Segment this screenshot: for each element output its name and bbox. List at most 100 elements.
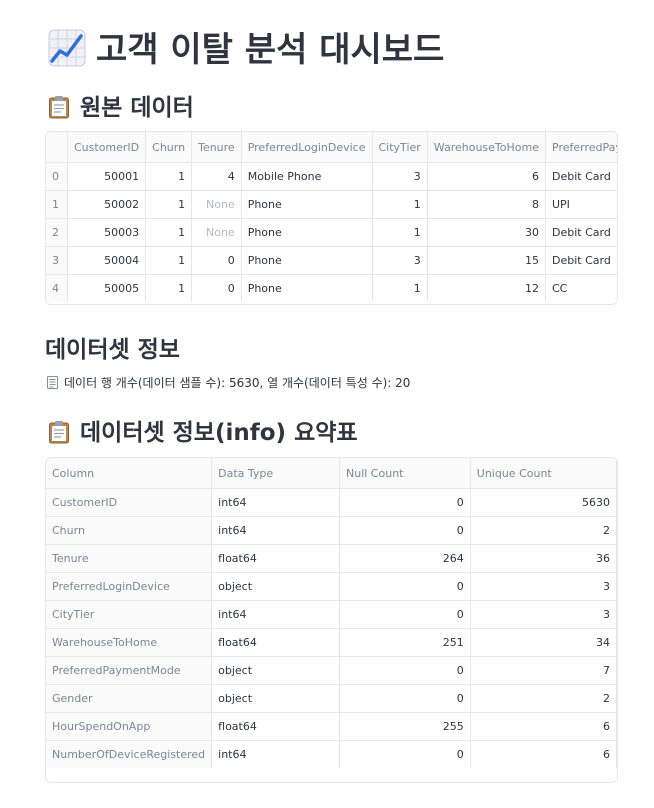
table-cell[interactable]: 0 <box>339 684 471 713</box>
row-header[interactable]: NumberOfDeviceRegistered <box>46 740 213 768</box>
table-cell[interactable]: 2 <box>470 684 617 713</box>
table-cell[interactable]: 0 <box>191 274 242 302</box>
column-header[interactable]: Unique Count <box>470 458 617 489</box>
column-header[interactable]: Data Type <box>211 458 340 489</box>
table-cell[interactable]: 0 <box>339 572 471 601</box>
table-cell[interactable]: Mobile Phone <box>241 162 373 191</box>
table-cell[interactable]: int64 <box>211 488 340 517</box>
table-cell[interactable]: 3 <box>470 600 617 629</box>
table-cell[interactable]: 1 <box>372 190 428 219</box>
table-cell[interactable]: 6 <box>470 740 617 768</box>
table-row: 1 50002 1 None Phone 1 8 UPI <box>46 190 617 219</box>
row-header[interactable]: Churn <box>46 516 213 545</box>
table-cell[interactable]: 50005 <box>67 274 147 302</box>
row-header[interactable]: WarehouseToHome <box>46 628 213 657</box>
row-index[interactable]: 0 <box>46 162 68 191</box>
table-header-row: CustomerID Churn Tenure PreferredLoginDe… <box>46 132 617 163</box>
table-cell[interactable]: 255 <box>339 712 471 741</box>
table-cell[interactable]: float64 <box>211 544 340 573</box>
table-cell[interactable]: CC <box>545 274 617 302</box>
table-cell[interactable]: Phone <box>241 218 373 247</box>
row-header[interactable]: HourSpendOnApp <box>46 712 213 741</box>
column-header[interactable]: Column <box>46 458 213 489</box>
table-cell[interactable]: 50003 <box>67 218 147 247</box>
table-cell[interactable]: Debit Card <box>545 246 617 275</box>
table-cell[interactable]: 264 <box>339 544 471 573</box>
table-cell[interactable]: 50004 <box>67 246 147 275</box>
table-cell[interactable]: 3 <box>470 572 617 601</box>
column-header[interactable]: Churn <box>145 132 193 163</box>
table-cell[interactable]: object <box>211 656 340 685</box>
raw-data-heading: 원본 데이터 <box>48 88 194 122</box>
table-row: HourSpendOnApp float64 255 6 <box>46 712 617 741</box>
table-cell[interactable]: 1 <box>145 274 193 302</box>
column-header[interactable]: Tenure <box>191 132 242 163</box>
table-cell[interactable]: Phone <box>241 246 373 275</box>
table-cell[interactable]: 1 <box>372 218 428 247</box>
table-cell[interactable]: 50001 <box>67 162 147 191</box>
table-cell[interactable]: 5630 <box>470 488 617 517</box>
table-cell[interactable]: 0 <box>339 740 471 768</box>
table-cell[interactable]: None <box>191 218 242 247</box>
table-cell[interactable]: int64 <box>211 740 340 768</box>
table-cell[interactable]: 0 <box>339 516 471 545</box>
row-index[interactable]: 2 <box>46 218 68 247</box>
table-cell[interactable]: 1 <box>145 218 193 247</box>
row-header[interactable]: Tenure <box>46 544 213 573</box>
table-cell[interactable]: 36 <box>470 544 617 573</box>
column-header[interactable]: Null Count <box>339 458 471 489</box>
table-cell[interactable]: 1 <box>145 190 193 219</box>
table-cell[interactable]: 3 <box>372 246 428 275</box>
table-cell[interactable]: int64 <box>211 516 340 545</box>
table-cell[interactable]: 1 <box>145 246 193 275</box>
table-cell[interactable]: 8 <box>427 190 547 219</box>
row-header[interactable]: CustomerID <box>46 488 213 517</box>
info-summary-table[interactable]: Column Data Type Null Count Unique Count… <box>45 457 618 783</box>
table-cell[interactable]: 15 <box>427 246 547 275</box>
column-header[interactable]: WarehouseToHome <box>427 132 547 163</box>
row-header[interactable]: CityTier <box>46 600 213 629</box>
table-cell[interactable]: 1 <box>145 162 193 191</box>
column-header[interactable]: CityTier <box>372 132 428 163</box>
table-cell[interactable]: float64 <box>211 628 340 657</box>
table-cell[interactable]: 0 <box>339 600 471 629</box>
table-cell[interactable]: object <box>211 572 340 601</box>
column-header[interactable]: CustomerID <box>67 132 147 163</box>
table-cell[interactable]: 4 <box>191 162 242 191</box>
table-cell[interactable]: int64 <box>211 600 340 629</box>
table-cell[interactable]: 34 <box>470 628 617 657</box>
table-cell[interactable]: Phone <box>241 190 373 219</box>
table-cell[interactable]: 7 <box>470 656 617 685</box>
column-header[interactable]: PreferredLoginDevice <box>241 132 373 163</box>
table-cell[interactable]: 6 <box>427 162 547 191</box>
table-cell[interactable]: Debit Card <box>545 162 617 191</box>
table-cell[interactable]: 2 <box>470 516 617 545</box>
table-cell[interactable]: 50002 <box>67 190 147 219</box>
table-cell[interactable]: 0 <box>339 656 471 685</box>
page-title-text: 고객 이탈 분석 대시보드 <box>96 30 445 70</box>
table-row: NumberOfDeviceRegistered int64 0 6 <box>46 740 617 768</box>
row-header[interactable]: Gender <box>46 684 213 713</box>
table-cell[interactable]: 251 <box>339 628 471 657</box>
row-index[interactable]: 4 <box>46 274 68 302</box>
row-index[interactable]: 1 <box>46 190 68 219</box>
table-cell[interactable]: 0 <box>191 246 242 275</box>
column-header[interactable]: PreferredPaymentMode <box>545 132 617 163</box>
table-cell[interactable]: None <box>191 190 242 219</box>
table-cell[interactable]: Phone <box>241 274 373 302</box>
row-index[interactable]: 3 <box>46 246 68 275</box>
table-cell[interactable]: 30 <box>427 218 547 247</box>
column-header[interactable] <box>46 132 68 163</box>
table-cell[interactable]: Debit Card <box>545 218 617 247</box>
table-cell[interactable]: float64 <box>211 712 340 741</box>
row-header[interactable]: PreferredLoginDevice <box>46 572 213 601</box>
table-cell[interactable]: 12 <box>427 274 547 302</box>
table-cell[interactable]: UPI <box>545 190 617 219</box>
row-header[interactable]: PreferredPaymentMode <box>46 656 213 685</box>
table-cell[interactable]: 1 <box>372 274 428 302</box>
raw-data-table[interactable]: CustomerID Churn Tenure PreferredLoginDe… <box>45 131 618 305</box>
table-cell[interactable]: 0 <box>339 488 471 517</box>
table-cell[interactable]: object <box>211 684 340 713</box>
table-cell[interactable]: 6 <box>470 712 617 741</box>
table-cell[interactable]: 3 <box>372 162 428 191</box>
